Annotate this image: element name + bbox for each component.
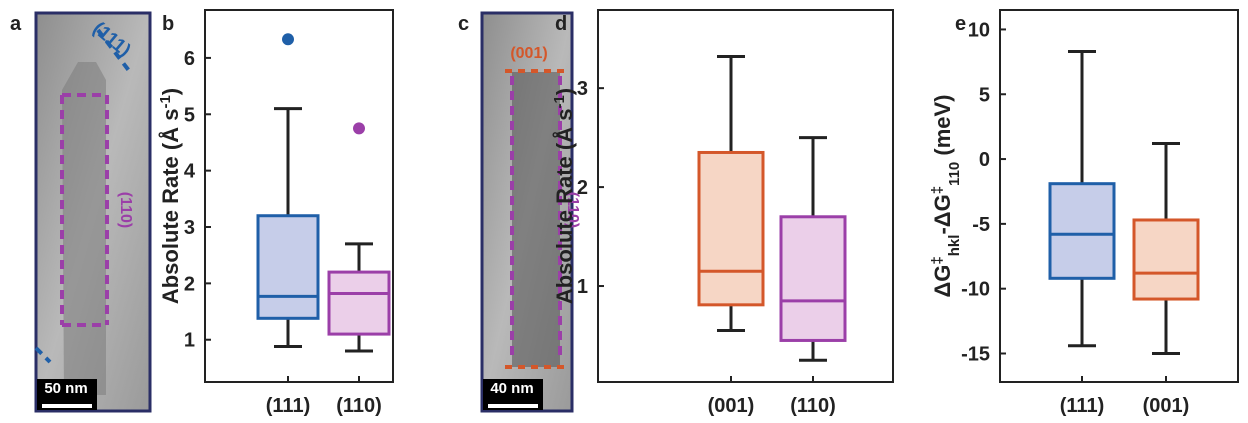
panel-a: a (111) (110) 50 nm [10, 13, 150, 411]
panel-letter: b [162, 13, 174, 35]
y-axis-label-part: ) [552, 88, 577, 95]
y-tick-label: 2 [577, 177, 588, 199]
y-tick-label: 5 [979, 84, 990, 106]
y-tick-label: -10 [961, 279, 990, 301]
y-tick-label: 3 [184, 217, 195, 239]
panel-letter: a [10, 13, 22, 35]
box [1134, 220, 1198, 299]
y-tick-label: 5 [184, 104, 195, 126]
box [258, 216, 318, 319]
box [781, 217, 845, 341]
y-axis-label-part: 110 [946, 162, 963, 186]
scale-bar-label: 40 nm [490, 380, 533, 397]
y-tick-label: 1 [184, 330, 195, 352]
y-axis-label-part: ‡ [929, 256, 946, 264]
figure: a (111) (110) 50 nm c (001) (110) 40 nm … [0, 0, 1248, 423]
y-tick-label: -5 [972, 214, 990, 236]
panel-letter: d [555, 13, 567, 35]
y-tick-label: 6 [184, 48, 195, 70]
y-tick-label: 10 [968, 19, 990, 41]
x-tick-label: (110) [790, 395, 836, 417]
facet-label: (001) [510, 45, 547, 62]
y-axis-label-part: ‡ [929, 186, 946, 194]
y-axis-label-part: -1 [551, 95, 568, 108]
y-tick-label: 3 [577, 78, 588, 100]
y-tick-label: 2 [184, 273, 195, 295]
panel-letter: e [955, 13, 966, 35]
y-axis-label-part: -1 [157, 95, 174, 108]
panel-letter: c [458, 13, 469, 35]
y-axis-label-part: ΔG [930, 265, 955, 298]
y-tick-label: 0 [979, 149, 990, 171]
y-axis-label: Absolute Rate (Å s-1) [551, 88, 578, 304]
nanorod [62, 62, 106, 395]
y-axis-label-part: Absolute Rate (Å s [551, 109, 577, 305]
x-tick-label: (001) [708, 395, 755, 417]
y-axis-label-part: Absolute Rate (Å s [157, 109, 183, 305]
box [329, 272, 389, 334]
y-axis-label: ΔG‡hkl-ΔG‡110 (meV) [929, 94, 963, 297]
x-tick-label: (111) [1060, 395, 1104, 417]
y-axis-label-part: -ΔG [930, 194, 955, 234]
axes-frame [1000, 10, 1238, 382]
x-tick-label: (111) [266, 395, 310, 417]
y-axis-label-part: (meV) [930, 94, 955, 161]
box [699, 152, 763, 304]
y-tick-label: 4 [184, 161, 196, 183]
outlier [353, 122, 365, 134]
y-tick-label: 1 [577, 276, 588, 298]
y-axis-label: Absolute Rate (Å s-1) [157, 88, 184, 304]
facet-label: (110) [117, 192, 134, 228]
y-axis-label-part: hkl [946, 235, 963, 257]
outlier [282, 33, 294, 45]
y-axis-label-part: ) [158, 88, 183, 95]
y-tick-label: -15 [961, 343, 990, 365]
x-tick-label: (110) [336, 395, 382, 417]
x-tick-label: (001) [1143, 395, 1190, 417]
box [1050, 184, 1114, 279]
scale-bar-label: 50 nm [44, 380, 87, 397]
